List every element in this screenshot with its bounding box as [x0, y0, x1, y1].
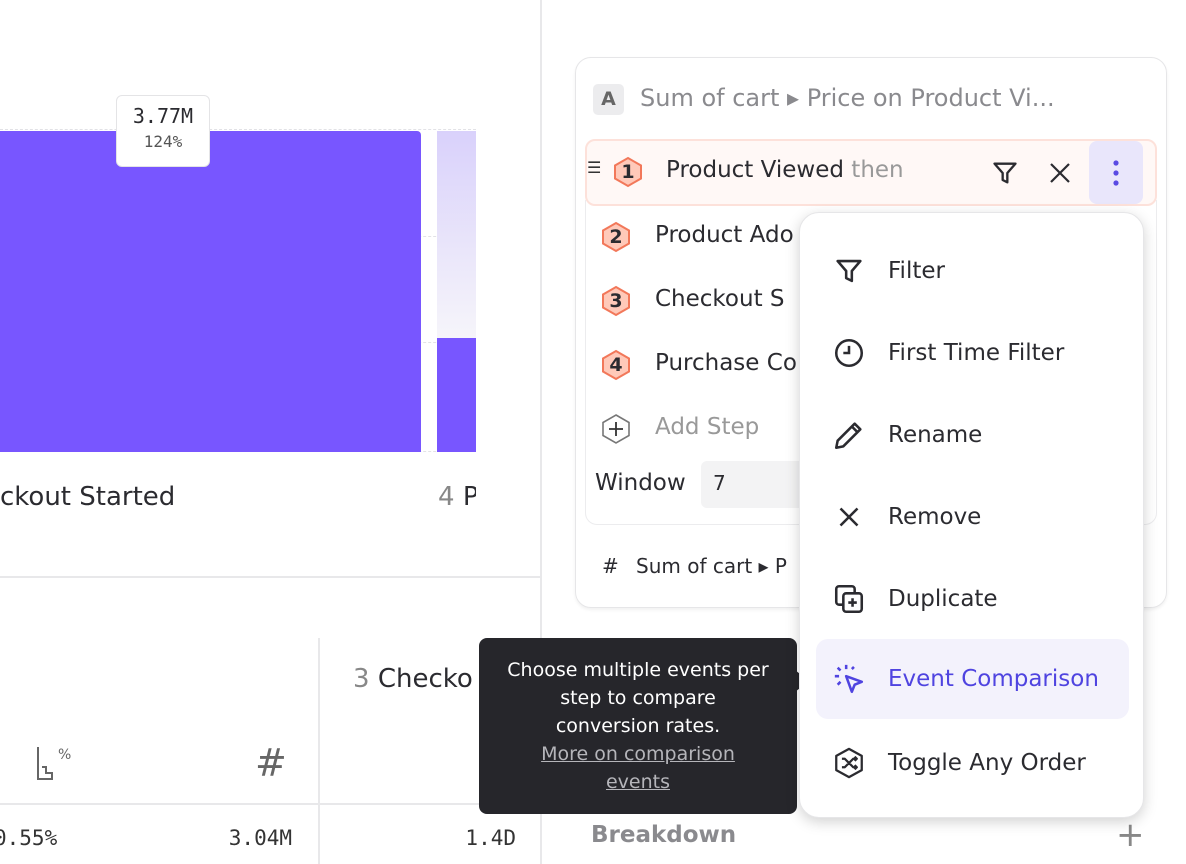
then-label: then [851, 157, 904, 183]
step-label: P [462, 482, 476, 512]
cursor-click-icon [834, 664, 864, 694]
tooltip-link[interactable]: More on comparison events [541, 743, 735, 793]
filter-icon [836, 259, 862, 283]
tooltip-text: Choose multiple events per step to compa… [507, 659, 769, 737]
step-number-icon: 2 [600, 221, 632, 253]
step-num: 4 [438, 482, 455, 512]
step-3-label[interactable]: Checkout S [655, 286, 785, 312]
panel-divider [540, 0, 542, 864]
window-input[interactable]: 7 [701, 461, 811, 508]
close-icon[interactable] [1048, 161, 1072, 185]
cell-value: 1.4D [465, 826, 516, 850]
close-icon [839, 507, 859, 527]
column-divider [318, 638, 320, 864]
measure-icon: # [602, 554, 619, 578]
cell-value: 3.04M [228, 826, 292, 850]
shuffle-hex-icon [835, 747, 863, 779]
menu-item-label: Toggle Any Order [888, 750, 1086, 776]
step-options-menu: Filter First Time Filter Rename Remove D… [799, 212, 1144, 818]
add-step-button[interactable]: Add Step [655, 414, 760, 440]
metric-title[interactable]: Sum of cart ▸ Price on Product Vi... [640, 84, 1055, 112]
step-4-label[interactable]: Purchase Co [655, 350, 797, 376]
divider [0, 576, 540, 578]
add-breakdown-icon[interactable]: + [1116, 815, 1145, 855]
more-options-button[interactable] [1089, 141, 1143, 204]
tooltip: Choose multiple events per step to compa… [479, 638, 797, 814]
step-number-icon: 3 [600, 285, 632, 317]
metric-badge: A [593, 84, 624, 115]
gridline [0, 129, 476, 130]
menu-item-toggle-any-order[interactable]: Toggle Any Order [816, 723, 1129, 803]
bar-value: 3.77M [132, 104, 194, 128]
bar-step-4-dropoff [437, 131, 476, 338]
window-value: 7 [713, 471, 726, 495]
menu-item-label: Event Comparison [888, 666, 1099, 692]
kebab-icon [1113, 160, 1119, 186]
breakdown-label: Breakdown [591, 822, 737, 848]
menu-item-event-comparison[interactable]: Event Comparison [816, 639, 1129, 719]
pencil-icon [834, 422, 862, 450]
row-divider [0, 803, 540, 805]
column-header[interactable]: 3 Checko [353, 664, 473, 694]
menu-item-label: Remove [888, 504, 982, 530]
col-num: 3 [353, 664, 370, 694]
menu-item-filter[interactable]: Filter [816, 231, 1129, 311]
svg-text:%: % [58, 747, 71, 763]
bar-step-4[interactable] [437, 338, 476, 452]
clock-icon [834, 338, 864, 368]
menu-item-first-time-filter[interactable]: First Time Filter [816, 313, 1129, 393]
menu-item-label: First Time Filter [888, 340, 1065, 366]
menu-item-label: Rename [888, 422, 983, 448]
step-4-axis-label: 4 P [438, 482, 476, 512]
cell-value: 0.55% [0, 826, 58, 850]
col-label: Checko [377, 664, 473, 694]
step-number-icon: 1 [612, 156, 644, 188]
count-icon[interactable]: # [255, 741, 287, 785]
step-3-axis-label: ckout Started [0, 482, 176, 512]
step-2-label[interactable]: Product Ado [655, 222, 794, 248]
add-step-icon[interactable] [600, 413, 632, 445]
menu-item-rename[interactable]: Rename [816, 395, 1129, 475]
filter-icon[interactable] [991, 159, 1019, 187]
drag-handle-icon[interactable]: ☰ [587, 158, 602, 177]
conversion-percent-icon[interactable]: % [36, 745, 72, 781]
duplicate-icon [834, 584, 864, 614]
menu-item-label: Duplicate [888, 586, 998, 612]
window-label: Window [595, 470, 686, 496]
bar-value-label: 3.77M 124% [116, 95, 210, 167]
bar-percent: 124% [143, 132, 183, 151]
menu-item-remove[interactable]: Remove [816, 477, 1129, 557]
bar-step-3[interactable] [0, 131, 421, 452]
menu-item-duplicate[interactable]: Duplicate [816, 559, 1129, 639]
step-number-icon: 4 [600, 349, 632, 381]
event-name: Product Viewed [666, 157, 844, 183]
step-1-label[interactable]: Product Viewed then [666, 157, 904, 183]
measure-label[interactable]: Sum of cart ▸ P [636, 554, 787, 578]
menu-item-label: Filter [888, 258, 945, 284]
